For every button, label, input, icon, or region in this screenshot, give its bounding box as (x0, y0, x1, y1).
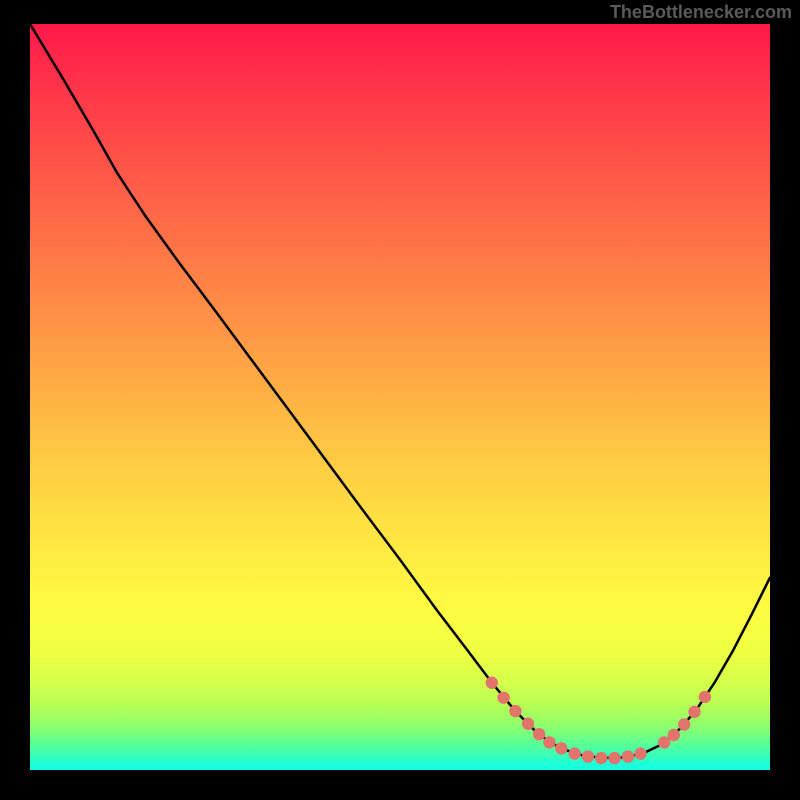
chart-area (30, 24, 770, 770)
chart-svg (30, 24, 770, 770)
gradient-background (30, 24, 770, 770)
watermark-text: TheBottlenecker.com (610, 2, 792, 23)
